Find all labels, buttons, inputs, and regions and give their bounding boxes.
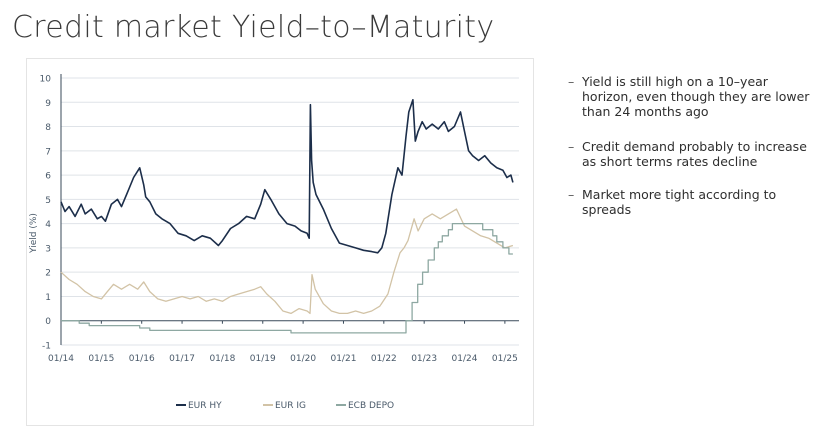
series-lines — [60, 98, 514, 334]
y-tick-labels: -1 0 1 2 3 4 5 6 7 8 9 10 — [40, 75, 52, 352]
yield-chart: -1 0 1 2 3 4 5 6 7 8 9 10 01/14 01/15 01/16 01/17 01/18… — [26, 58, 534, 426]
x-tick-label: 01/22 — [371, 354, 397, 364]
y-tick-label: 10 — [40, 75, 52, 85]
y-tick-label: 3 — [45, 244, 51, 254]
x-tick-label: 01/20 — [290, 354, 316, 364]
x-tick-label: 01/17 — [169, 354, 195, 364]
legend-label-eur-ig: EUR IG — [275, 401, 306, 411]
note-dash: – — [568, 187, 575, 202]
y-tick-label: 7 — [45, 147, 51, 157]
series-line-eur-hy — [60, 98, 514, 254]
x-tick-label: 01/15 — [88, 354, 114, 364]
x-tick-label: 01/23 — [411, 354, 437, 364]
legend-label-ecb-depo: ECB DEPO — [348, 401, 394, 411]
x-tick-label: 01/14 — [48, 354, 74, 364]
y-tick-label: 2 — [45, 269, 51, 279]
axes — [60, 74, 519, 345]
x-tick-label: 01/19 — [250, 354, 276, 364]
note-credit-demand: – Credit demand probably to increase as … — [568, 139, 818, 169]
legend: EUR HY EUR IG ECB DEPO — [176, 401, 394, 411]
note-dash: – — [568, 139, 575, 154]
x-tick-labels: 01/14 01/15 01/16 01/17 01/18 01/19 01/20 01/21… — [48, 354, 518, 364]
y-tick-label: 5 — [45, 196, 51, 206]
y-tick-label: 1 — [45, 293, 51, 303]
grid-lines — [61, 77, 519, 346]
x-tick-label: 01/18 — [209, 354, 235, 364]
legend-label-eur-hy: EUR HY — [188, 401, 222, 411]
note-text: Market more tight according to spreads — [582, 187, 777, 217]
notes-panel: – Yield is still high on a 10–year horiz… — [568, 74, 818, 235]
x-tick-label: 01/16 — [129, 354, 155, 364]
note-dash: – — [568, 74, 575, 89]
yield-chart-svg: -1 0 1 2 3 4 5 6 7 8 9 10 01/14 01/15 01/16 01/17 01/18… — [29, 74, 519, 411]
x-tick-label: 01/21 — [330, 354, 356, 364]
y-tick-label: 0 — [45, 317, 51, 327]
y-tick-label: 8 — [45, 123, 51, 133]
y-tick-label: -1 — [42, 342, 51, 352]
note-text: Credit demand probably to increase as sh… — [582, 139, 807, 169]
y-tick-label: 6 — [45, 172, 51, 182]
x-tick-label: 01/24 — [452, 354, 478, 364]
series-line-ecb-depo — [61, 222, 513, 334]
series-line-eur-ig — [60, 208, 514, 315]
x-tick-label: 01/25 — [492, 354, 518, 364]
page-title: Credit market Yield–to–Maturity — [12, 10, 495, 45]
y-tick-label: 4 — [45, 220, 51, 230]
y-axis-label: Yield (%) — [29, 213, 39, 254]
note-yield-high: – Yield is still high on a 10–year horiz… — [568, 74, 818, 119]
y-tick-label: 9 — [45, 99, 51, 109]
note-market-tight: – Market more tight according to spreads — [568, 187, 818, 217]
note-text: Yield is still high on a 10–year horizon… — [582, 74, 810, 119]
